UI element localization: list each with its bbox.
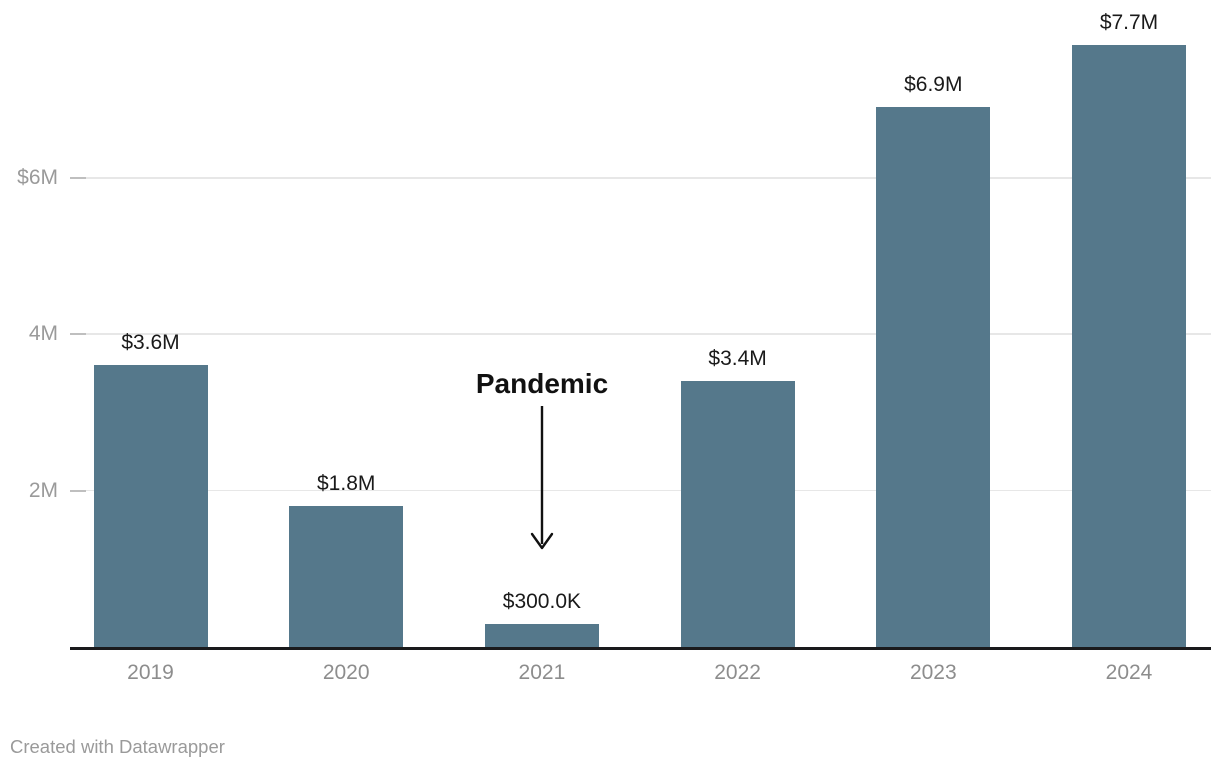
bar-2019	[93, 365, 208, 647]
gridline	[70, 489, 1211, 492]
x-axis-label-2024: 2024	[1105, 661, 1153, 684]
y-axis-label: 2M	[28, 478, 58, 502]
x-axis-label-2022: 2022	[714, 661, 761, 684]
x-axis-label-2023: 2023	[909, 661, 957, 684]
value-label-2021: $300.0K	[502, 589, 582, 613]
bar-2021	[484, 623, 599, 647]
bar-2022	[680, 381, 795, 647]
value-label-2023: $6.9M	[904, 73, 963, 97]
value-label-2024: $7.7M	[1099, 10, 1159, 34]
y-axis-label: $6M	[17, 165, 58, 189]
value-label-2020: $1.8M	[317, 472, 376, 496]
bar-2020	[289, 506, 404, 647]
bar-2023	[876, 107, 991, 647]
pandemic-arrow-down-icon	[530, 406, 554, 550]
x-axis-label-2019: 2019	[127, 661, 174, 684]
x-axis-line	[70, 647, 1211, 650]
pandemic-annotation-label: Pandemic	[475, 368, 609, 399]
gridline	[70, 177, 1211, 179]
y-axis-tick	[70, 176, 86, 179]
y-axis-tick	[70, 489, 86, 492]
x-axis-label-2021: 2021	[518, 661, 566, 684]
value-label-2022: $3.4M	[708, 347, 767, 371]
gridline	[70, 333, 1211, 335]
bar-2024	[1072, 44, 1186, 647]
y-axis-label: 4M	[28, 322, 58, 346]
value-label-2019: $3.6M	[121, 331, 180, 355]
x-axis-label-2020: 2020	[322, 661, 370, 684]
datawrapper-attribution-link[interactable]: Created with Datawrapper	[10, 736, 225, 757]
y-axis-tick	[70, 333, 86, 336]
